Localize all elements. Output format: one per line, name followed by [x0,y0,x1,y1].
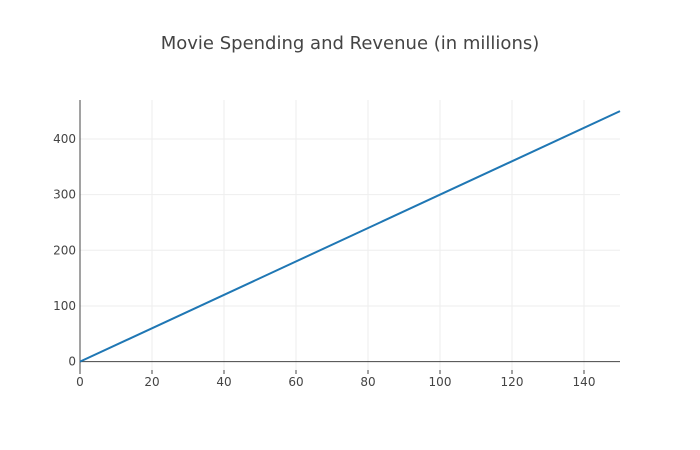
y-tick-label: 300 [53,188,76,202]
x-tick-label: 20 [144,375,159,389]
x-tick-label: 60 [288,375,303,389]
axes [79,100,620,374]
x-tick-label: 0 [76,375,84,389]
y-tick-label: 200 [53,243,76,257]
series-line [79,110,621,363]
chart-title: Movie Spending and Revenue (in millions) [160,33,540,54]
x-tick-label: 120 [501,375,524,389]
y-tick-label: 100 [53,299,76,313]
x-tick-label: 100 [429,375,452,389]
x-tick-label: 40 [216,375,231,389]
grid-lines [80,100,620,370]
tick-labels: 0 20 40 60 80 100 120 140 0 100 200 300 400 [53,132,595,389]
y-tick-label: 400 [53,132,76,146]
y-tick-label: 0 [68,355,76,369]
series-layer [79,110,621,363]
x-tick-label: 80 [360,375,375,389]
x-tick-label: 140 [573,375,596,389]
